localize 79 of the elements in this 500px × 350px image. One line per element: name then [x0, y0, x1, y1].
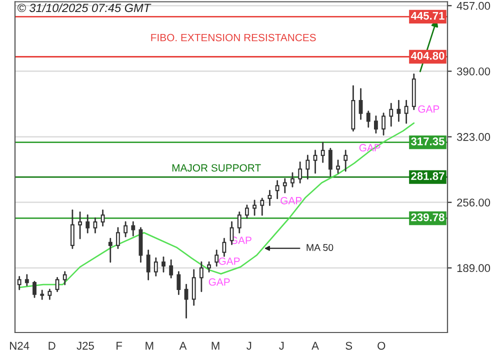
x-tick-label: O: [378, 342, 386, 350]
candlestick: [124, 221, 128, 238]
candlestick: [32, 280, 36, 298]
candlestick: [176, 271, 181, 296]
candlestick: [275, 180, 280, 200]
candlestick: [162, 256, 166, 273]
x-tick-label: J: [279, 342, 284, 350]
candlestick: [237, 211, 242, 234]
candlestick: [86, 214, 90, 234]
candlestick: [78, 211, 82, 240]
x-tick-label: N24: [10, 342, 30, 350]
candlestick: [108, 238, 112, 263]
candlestick: [70, 209, 74, 250]
candlestick: [268, 190, 272, 206]
candlestick: [252, 200, 257, 216]
annotation: © 31/10/2025 07:45 GMT: [18, 3, 152, 12]
candlestick: [260, 198, 264, 216]
candlestick: [207, 261, 211, 273]
candlestick: [48, 288, 52, 300]
candlestick: [382, 112, 386, 136]
candlestick: [320, 142, 325, 163]
annotation: FIBO. EXTENSION RESISTANCES: [151, 34, 316, 42]
candlestick: [222, 238, 226, 257]
candlestick: [282, 178, 287, 194]
annotation: GAP: [218, 257, 240, 265]
ref-line-label: 317.35: [410, 137, 444, 146]
candlestick: [366, 110, 370, 128]
x-tick-label: J: [246, 342, 252, 350]
candlestick: [313, 150, 318, 174]
candlestick: [17, 276, 22, 290]
candlestick: [116, 227, 120, 250]
candlestick: [298, 162, 302, 184]
candlestick: [328, 148, 332, 177]
candlestick: [396, 100, 401, 122]
candlestick: [358, 88, 363, 120]
y-tick-label: 323.00: [456, 133, 490, 141]
x-tick-label: J25: [76, 342, 94, 350]
ref-line-label: 404.80: [410, 52, 444, 60]
candlestick: [154, 257, 158, 276]
candlestick: [55, 277, 60, 292]
candlestick: [131, 221, 136, 236]
candlestick: [40, 290, 44, 300]
candlestick: [24, 274, 29, 286]
candlestick: [93, 217, 98, 234]
annotation: GAP: [208, 278, 230, 286]
candlestick: [336, 160, 340, 174]
candlestick: [192, 269, 196, 306]
y-tick-label: 256.00: [457, 198, 490, 206]
ref-line-label: 281.87: [411, 172, 444, 180]
x-tick-label: A: [312, 342, 319, 350]
candlestick: [245, 204, 249, 219]
annotation: MA 50: [306, 244, 334, 251]
candlestick: [404, 100, 408, 124]
candlestick: [389, 102, 394, 127]
candlestick: [306, 154, 310, 180]
annotation: MAJOR SUPPORT: [172, 164, 261, 172]
ref-line-label: 445.71: [410, 12, 444, 20]
x-tick-label: D: [48, 342, 56, 350]
x-tick-label: F: [116, 342, 122, 350]
y-tick-label: 457.00: [456, 2, 490, 10]
x-tick-label: M: [146, 342, 154, 350]
x-tick-label: S: [346, 342, 352, 350]
x-tick-label: M: [212, 342, 220, 350]
x-tick-label: A: [179, 342, 187, 350]
candlestick: [100, 209, 105, 227]
candlestick: [344, 150, 348, 172]
candlestick: [184, 284, 188, 319]
candlestick: [214, 250, 219, 267]
candlestick: [169, 259, 174, 278]
candlestick: [199, 261, 204, 292]
candlestick: [290, 172, 294, 188]
candlestick: [62, 271, 67, 286]
annotation: GAP: [280, 196, 302, 204]
candlestick: [374, 116, 378, 134]
y-tick-label: 189.00: [457, 264, 490, 272]
candlestick: [146, 250, 150, 280]
ref-line-label: 239.78: [411, 213, 444, 222]
annotation: GAP: [418, 105, 440, 113]
y-tick-label: 390.00: [456, 67, 490, 76]
